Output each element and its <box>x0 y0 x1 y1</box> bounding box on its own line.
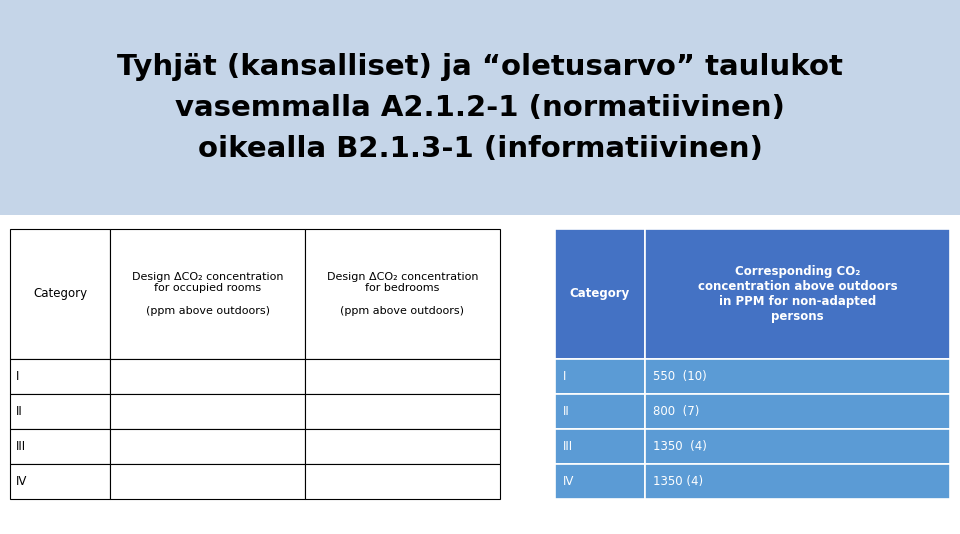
Bar <box>0 0 960 215</box>
Bar <box>645 229 950 359</box>
Text: Category: Category <box>33 287 87 301</box>
Text: I: I <box>16 370 19 383</box>
Bar <box>110 429 305 464</box>
Text: Corresponding CO₂
concentration above outdoors
in PPM for non-adapted
persons: Corresponding CO₂ concentration above ou… <box>698 265 898 323</box>
Bar <box>110 229 305 359</box>
Text: II: II <box>563 405 569 418</box>
Text: III: III <box>16 440 26 453</box>
Text: IV: IV <box>16 475 28 488</box>
Text: III: III <box>563 440 573 453</box>
Bar <box>110 464 305 499</box>
Bar <box>645 464 950 499</box>
Bar <box>10 394 110 429</box>
Text: IV: IV <box>563 475 574 488</box>
Text: 1350 (4): 1350 (4) <box>653 475 703 488</box>
Bar <box>555 464 645 499</box>
Bar <box>110 359 305 394</box>
Bar <box>305 464 500 499</box>
Bar <box>10 359 110 394</box>
Bar <box>645 394 950 429</box>
Bar <box>645 429 950 464</box>
Bar <box>305 429 500 464</box>
Bar <box>555 229 645 359</box>
Text: Tyhjät (kansalliset) ja “oletusarvo” taulukot
vasemmalla A2.1.2-1 (normatiivinen: Tyhjät (kansalliset) ja “oletusarvo” tau… <box>117 53 843 163</box>
Text: 800  (7): 800 (7) <box>653 405 700 418</box>
Bar <box>10 464 110 499</box>
Bar <box>10 429 110 464</box>
Text: 550  (10): 550 (10) <box>653 370 707 383</box>
Bar <box>645 359 950 394</box>
Bar <box>305 229 500 359</box>
Bar <box>10 229 110 359</box>
Bar <box>555 359 645 394</box>
Bar <box>305 394 500 429</box>
Text: Design ΔCO₂ concentration
for occupied rooms

(ppm above outdoors): Design ΔCO₂ concentration for occupied r… <box>132 272 283 317</box>
Text: Design ΔCO₂ concentration
for bedrooms

(ppm above outdoors): Design ΔCO₂ concentration for bedrooms (… <box>326 272 478 317</box>
Bar <box>110 394 305 429</box>
Bar <box>305 359 500 394</box>
Bar <box>555 429 645 464</box>
Text: II: II <box>16 405 23 418</box>
Text: Category: Category <box>570 287 630 301</box>
Text: I: I <box>563 370 566 383</box>
Text: 1350  (4): 1350 (4) <box>653 440 707 453</box>
Bar <box>555 394 645 429</box>
